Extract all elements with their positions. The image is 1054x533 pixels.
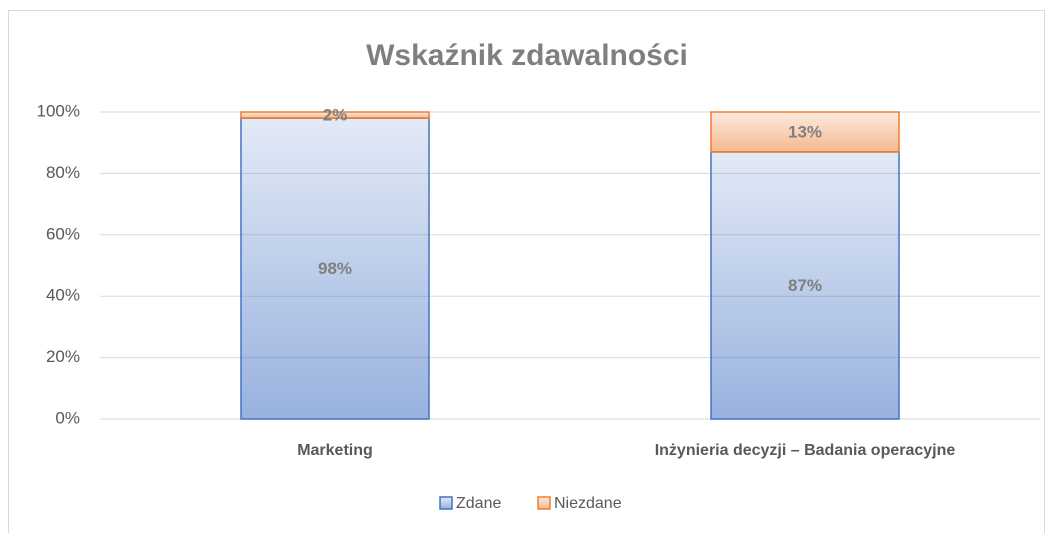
x-tick-label: Inżynieria decyzji – Badania operacyjne xyxy=(655,442,956,459)
y-tick-label: 100% xyxy=(37,101,80,120)
y-tick-label: 60% xyxy=(46,224,80,243)
y-tick-label: 0% xyxy=(55,408,80,427)
y-tick-label: 80% xyxy=(46,163,80,182)
y-tick-label: 40% xyxy=(46,286,80,305)
data-label: 98% xyxy=(318,259,352,278)
x-tick-label: Marketing xyxy=(297,442,373,459)
legend-swatch xyxy=(439,496,453,510)
bar-segment xyxy=(710,151,900,420)
legend-label: Zdane xyxy=(456,495,501,512)
data-label: 2% xyxy=(323,106,348,125)
legend-label: Niezdane xyxy=(554,495,622,512)
y-tick-label: 20% xyxy=(46,347,80,366)
chart-title: Wskaźnik zdawalności xyxy=(366,39,688,72)
data-label: 87% xyxy=(788,276,822,295)
bar-segment xyxy=(240,111,430,119)
legend-swatch xyxy=(537,496,551,510)
bar-segment xyxy=(710,111,900,153)
data-label: 13% xyxy=(788,122,822,141)
